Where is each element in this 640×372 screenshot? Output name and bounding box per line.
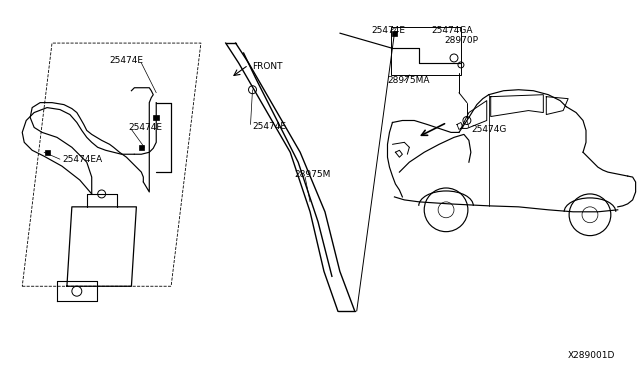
Text: 28975MA: 28975MA — [387, 76, 430, 85]
Text: 25474GA: 25474GA — [431, 26, 473, 35]
Text: 28975M: 28975M — [294, 170, 331, 179]
Bar — [153, 115, 159, 121]
Bar — [45, 150, 49, 155]
Bar — [392, 27, 461, 75]
Text: 25474E: 25474E — [253, 122, 287, 131]
Bar — [139, 145, 144, 150]
Text: X289001D: X289001D — [568, 351, 616, 360]
Bar — [392, 31, 397, 36]
Text: 25474G: 25474G — [471, 125, 506, 134]
Text: FRONT: FRONT — [253, 62, 283, 71]
Text: 28970P: 28970P — [444, 36, 478, 45]
Text: 25474E: 25474E — [129, 123, 163, 132]
Text: 25474EA: 25474EA — [62, 155, 102, 164]
Text: 25474E: 25474E — [372, 26, 406, 35]
Text: 25474E: 25474E — [109, 57, 143, 65]
